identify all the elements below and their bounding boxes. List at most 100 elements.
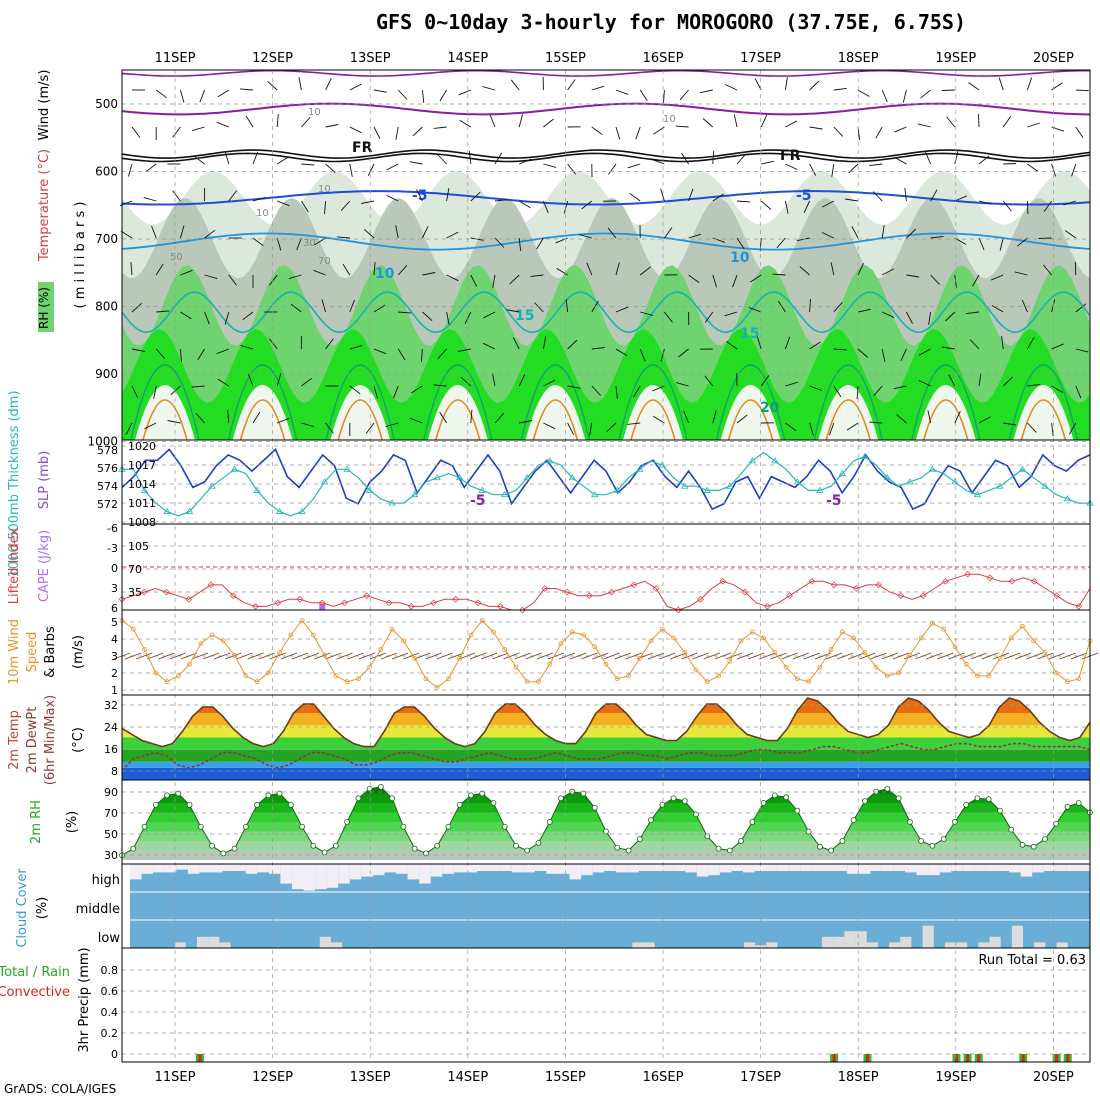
wind-barb xyxy=(269,274,278,286)
rh-cone-4 xyxy=(427,385,488,440)
wind-barb xyxy=(130,261,133,276)
wind-barb xyxy=(615,385,618,399)
rh-marker xyxy=(828,847,835,854)
wind-barb xyxy=(833,301,843,313)
wind-barb xyxy=(799,266,810,276)
wind-barb xyxy=(615,348,628,357)
pressure-tick: 500 xyxy=(95,97,118,111)
wind-barb xyxy=(591,385,602,396)
rh-marker xyxy=(1053,821,1060,827)
rh-marker xyxy=(783,794,789,801)
wind-barb xyxy=(809,422,814,436)
rh-marker xyxy=(940,836,947,842)
thickness-marker xyxy=(996,482,1004,489)
wind-barb xyxy=(906,228,917,239)
surface-barb xyxy=(258,652,275,660)
wind-barb xyxy=(736,414,748,424)
wind-barb xyxy=(882,311,895,318)
cloud-high-bar xyxy=(650,864,663,871)
surface-barb xyxy=(392,652,409,660)
wind-tick: 2 xyxy=(111,667,118,680)
cloud-low-bar xyxy=(1056,942,1068,948)
contour-label: 10 xyxy=(375,266,395,282)
cloud-high-bar xyxy=(962,864,975,871)
wind-barb xyxy=(179,348,182,363)
wind-barb xyxy=(725,84,738,91)
wind-barb xyxy=(998,77,1004,91)
wind-marker xyxy=(400,638,406,644)
cloud-high-bar xyxy=(881,864,894,871)
surface-barb xyxy=(525,652,542,660)
slp-tick: 1011 xyxy=(128,497,156,510)
li-marker xyxy=(875,581,882,589)
rh-markers xyxy=(119,783,1093,859)
cloud-high-bar xyxy=(465,864,477,873)
rh2m-ylabel-units: (%) xyxy=(65,811,80,834)
wind-barb xyxy=(704,311,714,323)
wind-barb xyxy=(567,422,574,435)
wind-barb xyxy=(809,385,822,391)
thickness-marker xyxy=(455,474,464,481)
wind-barb xyxy=(217,89,230,98)
wind-barb xyxy=(252,411,261,424)
wind-barb xyxy=(373,261,376,276)
wind-barb xyxy=(1075,303,1087,313)
wind-barb xyxy=(120,230,133,239)
li-marker xyxy=(407,603,415,610)
rh-marker xyxy=(197,823,204,830)
wind-barb xyxy=(615,89,629,95)
surface-barb xyxy=(447,652,464,660)
wind-marker xyxy=(220,638,226,644)
wind-barb xyxy=(796,237,810,242)
cloud-low-bar xyxy=(978,942,990,948)
cape-bar xyxy=(319,603,326,610)
wind-barb xyxy=(422,311,433,322)
temp-contour-25-3 xyxy=(337,399,383,441)
cloud-high-bar xyxy=(430,864,443,877)
cloud-high-bar xyxy=(1055,864,1067,871)
rh-marker xyxy=(794,807,801,814)
surface-barb xyxy=(870,652,887,660)
wind-barb xyxy=(242,311,254,321)
wind-barb xyxy=(1021,299,1028,313)
wind-barb xyxy=(543,163,557,168)
pressure-tick: 600 xyxy=(95,165,118,179)
surface-barb xyxy=(1026,652,1043,660)
rh-marker xyxy=(861,798,868,804)
wind-barb xyxy=(999,237,1004,251)
wind-barb xyxy=(464,311,472,324)
precip-ylabel-3: 3hr Precip (mm) xyxy=(77,947,92,1052)
date-label-top: 12SEP xyxy=(252,51,293,66)
thickness-marker xyxy=(748,457,757,464)
wind-barb xyxy=(830,262,835,276)
wind-barb xyxy=(660,188,665,202)
surface-barb xyxy=(369,652,387,660)
cloud-high-bar xyxy=(534,864,547,871)
cloud-low-bar xyxy=(319,936,331,948)
date-label-bottom: 15SEP xyxy=(545,1070,586,1085)
wind-barb xyxy=(954,195,967,202)
wind-barb xyxy=(349,163,353,177)
wind-barb xyxy=(681,152,689,165)
cloud-low-bar xyxy=(219,942,231,948)
wind-marker xyxy=(277,650,282,655)
rh2m-ylabel: 2m RH xyxy=(29,800,44,844)
wind-barb xyxy=(920,89,931,99)
wind-barb xyxy=(252,151,259,165)
wind-barb xyxy=(457,348,471,352)
wind-barb xyxy=(712,274,718,288)
surface-barb xyxy=(581,652,598,660)
temp-band-3 xyxy=(122,749,1090,762)
thickness-marker xyxy=(591,490,599,498)
temp-ylabel-1: 2m Temp xyxy=(7,710,22,770)
wind-marker xyxy=(592,644,598,650)
rh-marker xyxy=(591,804,598,811)
date-label-top: 17SEP xyxy=(740,51,781,66)
cloud-high-bar xyxy=(1009,864,1021,873)
temp-contour-minus5 xyxy=(121,102,1090,116)
surface-barb xyxy=(736,652,754,660)
cloud-low-bar xyxy=(866,942,878,948)
wind-barb xyxy=(458,89,471,96)
cloud-high-bar xyxy=(928,864,940,876)
wind-barb xyxy=(688,274,700,283)
